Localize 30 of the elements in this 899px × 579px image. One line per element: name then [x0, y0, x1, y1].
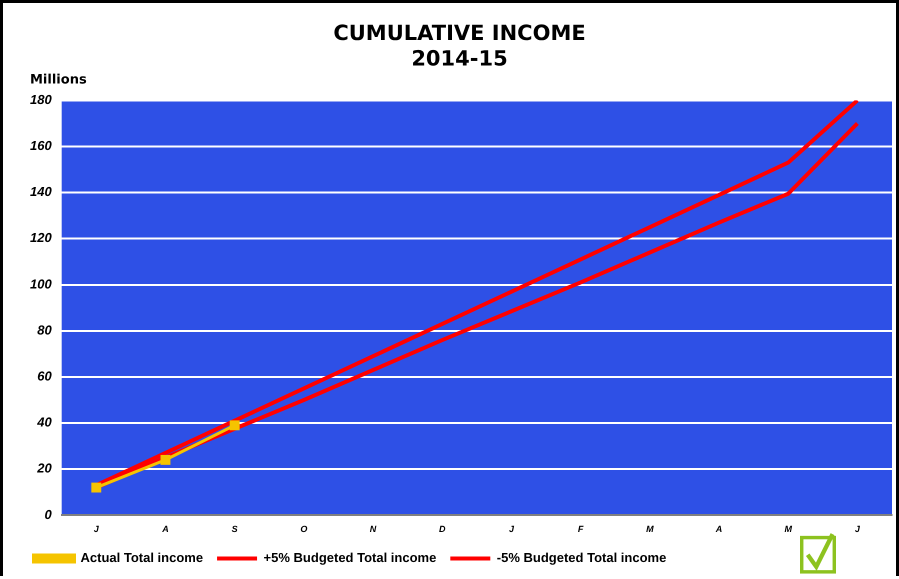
y-tick-label: 100	[30, 276, 52, 292]
legend-label: -5% Budgeted Total income	[496, 550, 666, 566]
x-tick-label: D	[439, 524, 446, 534]
point	[160, 454, 170, 465]
y-axis-title: Millions	[30, 72, 87, 88]
x-tick-label: J	[94, 524, 100, 534]
y-tick-label: 180	[30, 92, 52, 107]
point	[91, 482, 102, 492]
x-tick-label: M	[784, 524, 792, 534]
y-tick-label: 20	[36, 460, 52, 476]
point	[230, 420, 240, 430]
y-tick-label: 140	[30, 184, 52, 200]
x-tick-label: O	[300, 524, 308, 534]
legend-label: Actual Total income	[80, 550, 204, 566]
x-tick-label: M	[646, 524, 654, 534]
x-tick-label: S	[232, 524, 238, 534]
y-tick-label: 160	[30, 138, 52, 154]
chart-title: CUMULATIVE INCOME 2014-15	[333, 21, 586, 70]
x-tick-label: A	[714, 524, 722, 534]
y-tick-label: 0	[44, 506, 52, 522]
x-tick-label: F	[578, 524, 584, 534]
y-tick-label: 120	[30, 230, 52, 246]
y-tick-label: 40	[36, 414, 52, 430]
y-tick-label: 60	[37, 368, 52, 384]
legend-label: +5% Budgeted Total income	[264, 550, 436, 566]
y-tick-label: 80	[37, 322, 52, 338]
x-tick-label: N	[370, 524, 377, 534]
x-tick-label: A	[161, 524, 169, 534]
x-tick-label: J	[854, 524, 861, 534]
x-tick-label: J	[508, 524, 515, 534]
